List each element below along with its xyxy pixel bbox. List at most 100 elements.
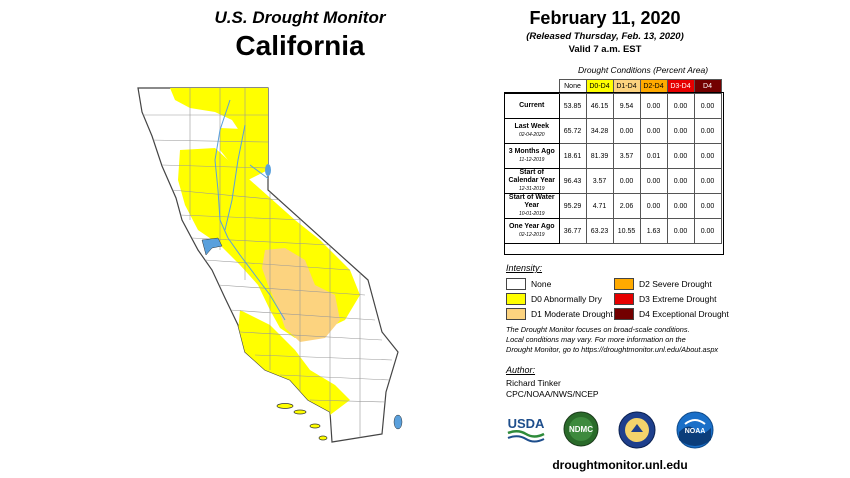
column-header-d1-d4: D1-D4 (612, 79, 641, 94)
legend-swatch-d1 (506, 308, 526, 320)
table-cell: 0.00 (639, 193, 668, 219)
table-body: Current 53.85 46.15 9.54 0.00 0.00 0.00 Last We… (504, 93, 722, 244)
table-cell: 36.77 (558, 218, 587, 244)
row-date: 02-12-2019 (518, 232, 545, 238)
table-cell: 10.55 (612, 218, 641, 244)
table-cell: 0.00 (612, 168, 641, 194)
row-label: Last Week 02-04-2020 (504, 118, 560, 144)
row-label: Start of Calendar Year 12-31-2019 (504, 168, 560, 194)
row-label-text: Start of Water Year (508, 194, 555, 209)
table-cell: 0.00 (666, 118, 695, 144)
column-header-none: None (558, 79, 587, 94)
note-line: Local conditions may vary. For more info… (506, 335, 686, 344)
feather-river (224, 124, 246, 231)
channel-island-1 (276, 403, 294, 409)
table-cell: 0.00 (639, 93, 668, 119)
legend-item-d3: D3 Extreme Drought (614, 293, 716, 305)
table-row: Start of Calendar Year 12-31-2019 96.43 3.5… (504, 168, 722, 194)
table-cell: 53.85 (558, 93, 587, 119)
website-url[interactable]: droughtmonitor.unl.edu (552, 458, 688, 472)
drought-conditions-table: None D0-D4 D1-D4 D2-D4 D3-D4 D4 Current 53.85 4… (504, 79, 722, 244)
channel-island-3 (309, 423, 321, 429)
row-date: 02-04-2020 (518, 132, 545, 138)
column-header-d0-d4: D0-D4 (585, 79, 614, 94)
column-header-d3-d4: D3-D4 (666, 79, 695, 94)
d1-area-san-joaquin (262, 248, 340, 342)
table-cell: 96.43 (558, 168, 587, 194)
table-cell: 46.15 (585, 93, 614, 119)
valid-time: Valid 7 a.m. EST (568, 44, 642, 55)
legend-title: Intensity: (506, 263, 543, 273)
salton-sea (393, 414, 403, 430)
note-line: Drought Monitor, go to https://droughtmo… (506, 345, 719, 354)
d0-area-coast-south (238, 310, 350, 415)
legend-swatch-d2 (614, 278, 634, 290)
table-cell: 34.28 (585, 118, 614, 144)
table-cell: 4.71 (585, 193, 614, 219)
note-line: The Drought Monitor focuses on broad-sca… (506, 325, 690, 334)
d0-area-north (170, 88, 268, 132)
legend-swatch-none (506, 278, 526, 290)
table-cell: 3.57 (612, 143, 641, 169)
california-drought-map (137, 87, 403, 443)
svg-text:USDA: USDA (508, 416, 545, 431)
legend-swatch-d4 (614, 308, 634, 320)
table-cell: 2.06 (612, 193, 641, 219)
table-row: Last Week 02-04-2020 65.72 34.28 0.00 0.00 0.0… (504, 118, 722, 144)
release-date: (Released Thursday, Feb. 13, 2020) (526, 31, 684, 42)
row-date: 10-01-2019 (518, 211, 545, 217)
map-date: February 11, 2020 (529, 8, 681, 28)
author-org: CPC/NOAA/NWS/NCEP (506, 389, 599, 399)
row-label-text: Last Week (514, 123, 550, 130)
legend-label: D4 Exceptional Drought (639, 309, 729, 319)
table-cell: 9.54 (612, 93, 641, 119)
table-cell: 0.00 (666, 93, 695, 119)
legend-swatch-d0 (506, 293, 526, 305)
legend-item-d2: D2 Severe Drought (614, 278, 712, 290)
table-cell: 65.72 (558, 118, 587, 144)
table-cell: 81.39 (585, 143, 614, 169)
svg-text:NDMC: NDMC (569, 425, 593, 434)
row-label: One Year Ago 02-12-2019 (504, 218, 560, 244)
column-header-d2-d4: D2-D4 (639, 79, 668, 94)
state-name: California (235, 30, 365, 61)
legend-label: D2 Severe Drought (639, 279, 712, 289)
row-label-text: Current (519, 102, 545, 109)
author-name: Richard Tinker (506, 378, 561, 388)
legend-item-d0: D0 Abnormally Dry (506, 293, 602, 305)
table-row: Start of Water Year 10-01-2019 95.29 4.71 2.… (504, 193, 722, 219)
sf-bay (201, 237, 223, 256)
row-label-text: Start of Calendar Year (508, 169, 556, 184)
map-title: U.S. Drought Monitor (214, 8, 386, 27)
channel-island-4 (318, 435, 328, 441)
table-cell: 0.00 (639, 168, 668, 194)
row-label: Start of Water Year 10-01-2019 (504, 193, 560, 219)
svg-text:NOAA: NOAA (685, 428, 706, 435)
legend-label: D0 Abnormally Dry (531, 294, 602, 304)
legend-label: D3 Extreme Drought (639, 294, 717, 304)
table-cell: 0.00 (693, 168, 722, 194)
row-label-text: 3 Months Ago (508, 148, 555, 155)
san-joaquin-river (227, 237, 286, 321)
sacramento-river (214, 99, 231, 239)
table-cell: 63.23 (585, 218, 614, 244)
table-row: One Year Ago 02-12-2019 36.77 63.23 10.55 1.6… (504, 218, 722, 244)
table-cell: 0.00 (693, 218, 722, 244)
legend-item-d4: D4 Exceptional Drought (614, 308, 729, 320)
author-title: Author: (506, 365, 536, 375)
legend-item-none: None (506, 278, 551, 290)
ndmc-logo: NDMC (563, 411, 599, 447)
table-row: Current 53.85 46.15 9.54 0.00 0.00 0.00 (504, 93, 722, 119)
legend-label: None (531, 279, 552, 289)
lake-tahoe (265, 164, 271, 176)
disclaimer-note: The Drought Monitor focuses on broad-sca… (506, 325, 736, 355)
table-cell: 18.61 (558, 143, 587, 169)
row-date: 12-31-2019 (518, 186, 545, 192)
table-row: 3 Months Ago 11-12-2019 18.61 81.39 3.57 0.01… (504, 143, 722, 169)
channel-island-2 (293, 409, 307, 415)
d0-area-north-2 (220, 128, 268, 180)
table-cell: 0.00 (666, 143, 695, 169)
table-cell: 1.63 (639, 218, 668, 244)
table-cell: 0.01 (639, 143, 668, 169)
table-cell: 3.57 (585, 168, 614, 194)
